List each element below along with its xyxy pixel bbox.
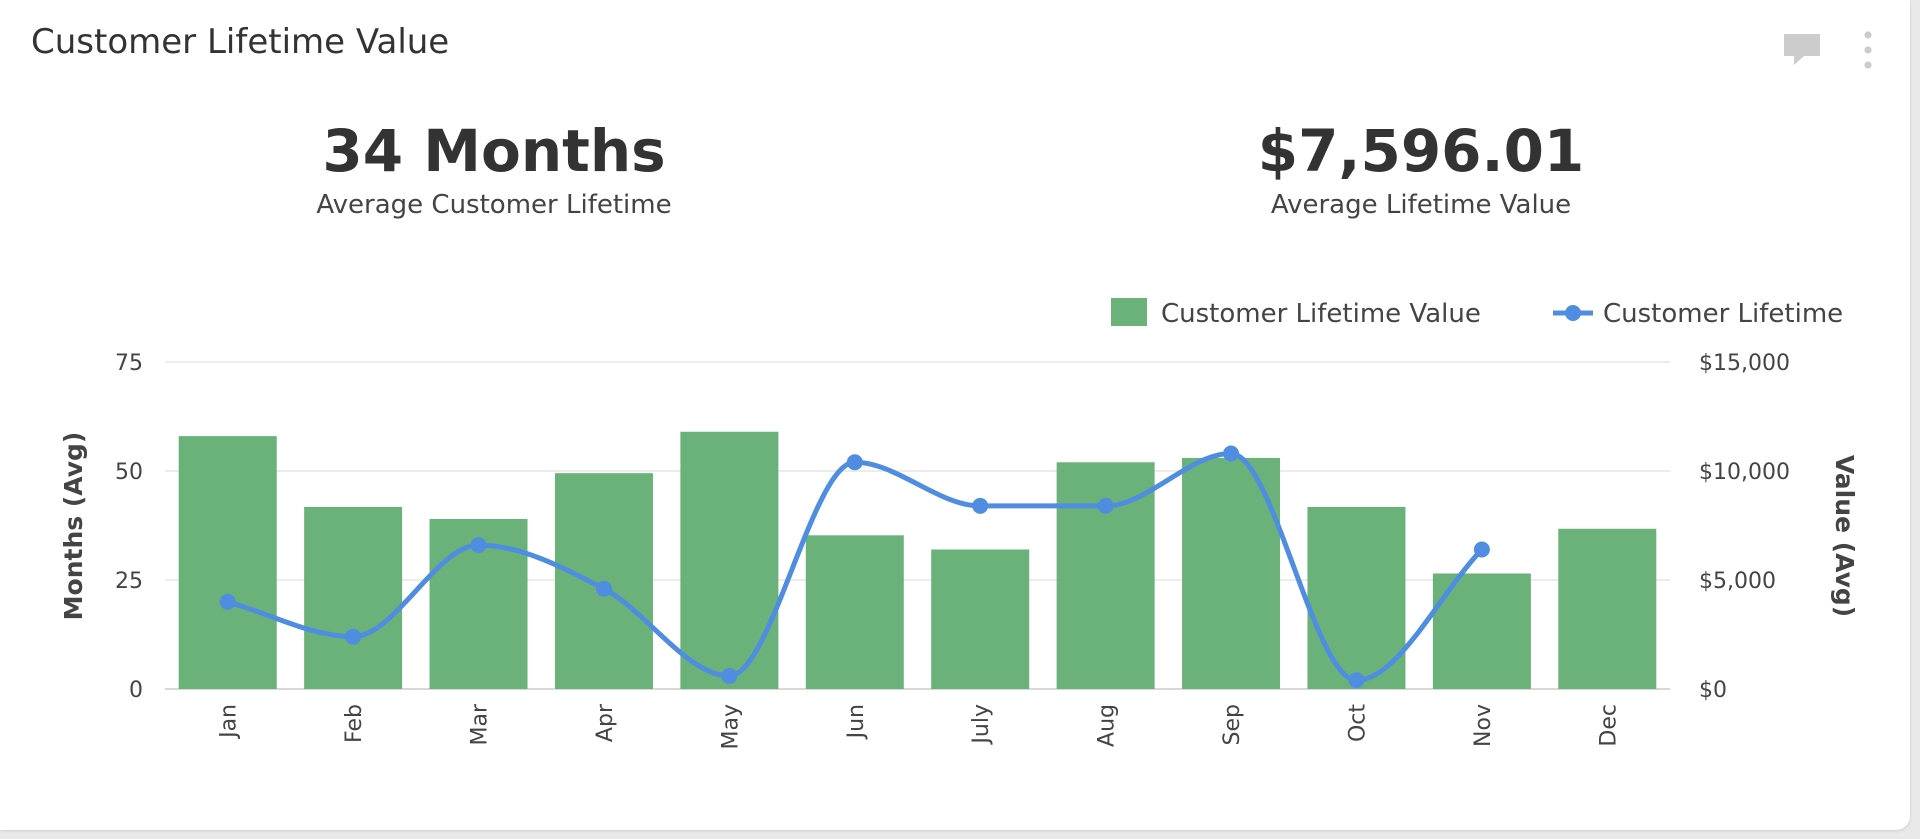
kpi-average-customer-lifetime: 34 Months Average Customer Lifetime xyxy=(289,118,699,220)
x-tick-label: Jan xyxy=(217,704,242,740)
x-tick-label: Oct xyxy=(1345,704,1370,742)
point-may xyxy=(721,667,738,684)
left-axis: 75 50 25 0 Months (Avg) xyxy=(59,351,143,703)
left-axis-title: Months (Avg) xyxy=(59,432,88,621)
bar-may xyxy=(680,431,779,689)
point-apr xyxy=(595,580,612,597)
legend-swatch-marker xyxy=(1565,305,1581,321)
right-tick-label: $15,000 xyxy=(1699,351,1790,376)
bar-jan xyxy=(178,436,277,689)
point-jan xyxy=(219,593,236,610)
bar-july xyxy=(931,549,1030,689)
left-tick-label: 50 xyxy=(115,460,143,485)
line-series xyxy=(219,445,1490,689)
left-tick-label: 75 xyxy=(115,351,143,376)
point-nov xyxy=(1473,541,1490,558)
point-feb xyxy=(345,628,362,645)
x-tick-label: Sep xyxy=(1220,704,1245,745)
bar-feb xyxy=(304,506,403,689)
more-vertical-icon[interactable] xyxy=(1862,30,1874,70)
gridlines xyxy=(165,361,1670,690)
comment-icon[interactable] xyxy=(1782,32,1822,68)
bar-oct xyxy=(1307,506,1406,689)
legend-label: Customer Lifetime Value xyxy=(1161,299,1481,329)
legend-swatch-bar xyxy=(1111,298,1147,326)
legend: Customer Lifetime Value Customer Lifetime xyxy=(1111,298,1843,329)
point-mar xyxy=(470,537,487,554)
x-tick-label: Aug xyxy=(1095,704,1120,747)
kpi-value: 34 Months xyxy=(322,117,666,185)
x-tick-label: May xyxy=(718,704,743,749)
point-sep xyxy=(1223,445,1240,462)
right-tick-label: $5,000 xyxy=(1699,569,1776,594)
right-tick-label: $0 xyxy=(1699,678,1727,703)
bar-dec xyxy=(1558,528,1657,689)
point-aug xyxy=(1097,497,1114,514)
right-axis: $15,000 $10,000 $5,000 $0 Value (Avg) xyxy=(1699,351,1859,703)
x-tick-label: Mar xyxy=(468,703,493,745)
x-tick-label: Nov xyxy=(1471,704,1496,747)
legend-label: Customer Lifetime xyxy=(1603,299,1843,329)
x-tick-label: Feb xyxy=(342,704,367,743)
card-title: Customer Lifetime Value xyxy=(31,22,450,62)
bar-series xyxy=(178,431,1657,689)
point-oct xyxy=(1348,672,1365,689)
x-tick-label: Apr xyxy=(593,703,618,742)
left-tick-label: 25 xyxy=(115,569,143,594)
kpi-value: $7,596.01 xyxy=(1257,117,1585,185)
point-july xyxy=(972,497,989,514)
x-tick-label: July xyxy=(969,704,994,746)
x-tick-label: Jun xyxy=(844,704,869,740)
x-axis: Jan Feb Mar Apr May Jun July Aug Sep Oct Nov Dec xyxy=(217,703,1622,749)
kpi-label: Average Lifetime Value xyxy=(1270,190,1572,220)
right-axis-title: Value (Avg) xyxy=(1830,455,1859,617)
kpi-label: Average Customer Lifetime xyxy=(316,190,672,220)
kpi-average-lifetime-value: $7,596.01 Average Lifetime Value xyxy=(1216,118,1626,220)
right-tick-label: $10,000 xyxy=(1699,460,1790,485)
x-tick-label: Dec xyxy=(1596,704,1621,747)
bar-jun xyxy=(805,535,904,689)
left-tick-label: 0 xyxy=(129,678,143,703)
point-jun xyxy=(846,454,863,471)
